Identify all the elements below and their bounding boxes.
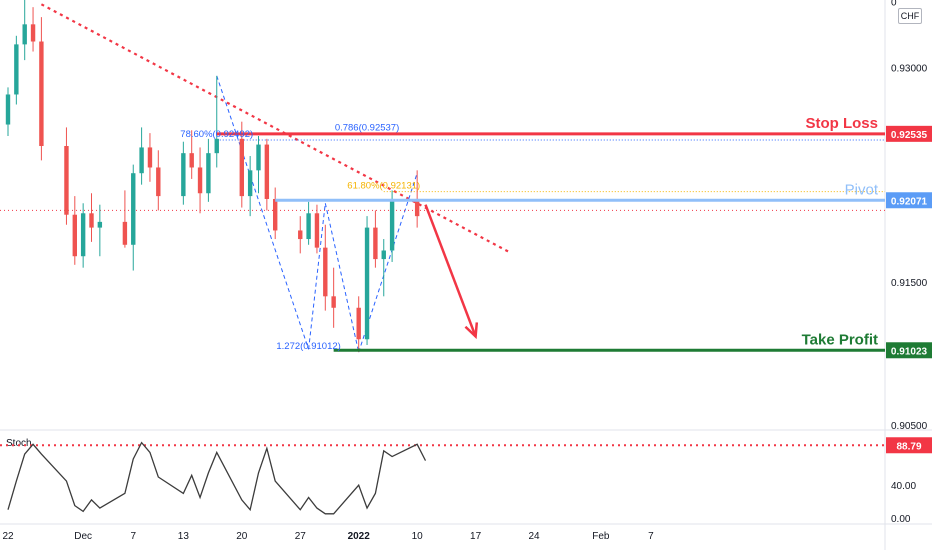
candle-body [80, 213, 86, 257]
level-label: Pivot [845, 181, 879, 198]
level-label: Stop Loss [805, 115, 878, 132]
candle-body [247, 170, 253, 197]
level-label: Take Profit [802, 331, 878, 348]
candle-body [273, 198, 278, 231]
candle-body [314, 213, 320, 248]
candle-body [331, 296, 336, 308]
time-tick-label: 7 [648, 531, 654, 542]
candle-body [373, 227, 378, 260]
time-tick-label: 20 [236, 531, 248, 542]
stoch-tick-label: 40.00 [891, 481, 916, 492]
candle-body [381, 250, 386, 260]
time-tick-label: 17 [470, 531, 482, 542]
candle-body [181, 153, 186, 197]
candle-body [139, 147, 144, 174]
fib-label: 0.786(0.92537) [335, 123, 399, 134]
candle-body [364, 227, 370, 340]
fib-label: 78.60%(0.92492) [180, 129, 253, 140]
candle-body [122, 221, 128, 245]
time-tick-label: 27 [295, 531, 307, 542]
time-tick-label: 13 [178, 531, 190, 542]
candle-body [189, 153, 194, 168]
candle-body [197, 167, 203, 194]
candle-body [89, 213, 94, 228]
time-tick-label: 22 [2, 531, 14, 542]
candle-body [39, 41, 44, 147]
candle-body [323, 247, 328, 297]
price-tick-label: 0.91500 [891, 278, 928, 289]
stoch-badge [886, 437, 932, 454]
time-tick-label: 2022 [348, 531, 371, 542]
candle-body [14, 44, 19, 95]
candle-body [64, 146, 69, 215]
candle-body [72, 214, 77, 257]
time-tick-label: Feb [592, 531, 610, 542]
candle-body [206, 153, 211, 194]
price-badge-label: 0.92535 [891, 130, 928, 141]
harmonic-leg [308, 203, 326, 350]
candle-body [30, 24, 36, 42]
harmonic-leg [216, 75, 310, 350]
candle-body [256, 144, 261, 171]
candle-body [264, 144, 270, 199]
time-tick-label: 24 [528, 531, 540, 542]
candle-body [97, 221, 103, 228]
harmonic-leg [324, 203, 360, 353]
forecast-arrow-shaft [424, 204, 477, 337]
forecast-arrow-head [464, 322, 479, 340]
price-tick-label: 0 [891, 0, 897, 8]
price-badge-label: 0.91023 [891, 346, 928, 357]
stoch-badge-label: 88.79 [896, 441, 921, 452]
price-tick-label: 0.90500 [891, 421, 928, 432]
stoch-title: Stoch [6, 438, 32, 449]
candle-body [389, 198, 395, 251]
candle-body [22, 24, 27, 45]
candle-body [298, 230, 303, 240]
currency-badge[interactable]: CHF [898, 8, 922, 24]
candle-body [356, 307, 361, 340]
stoch-tick-label: 0.00 [891, 514, 911, 525]
time-tick-label: 7 [130, 531, 136, 542]
candle-body [239, 138, 244, 197]
price-tick-label: 0.93000 [891, 63, 928, 74]
candle-body [156, 167, 161, 197]
price-badge [886, 342, 932, 359]
price-badge [886, 192, 932, 209]
candle-body [147, 147, 153, 168]
candle-body [214, 138, 219, 154]
candle-body [414, 198, 420, 217]
candle-body [306, 213, 311, 240]
stoch-line [7, 441, 427, 515]
price-badge-label: 0.92071 [891, 196, 928, 207]
fib-label: 61.80%(0.92131) [347, 181, 420, 192]
time-tick-label: Dec [74, 531, 92, 542]
candle-body [131, 173, 136, 245]
time-tick-label: 10 [412, 531, 424, 542]
price-badge [886, 125, 932, 142]
fib-label: 1.272(0.91012) [276, 341, 340, 352]
candle-body [5, 94, 11, 125]
